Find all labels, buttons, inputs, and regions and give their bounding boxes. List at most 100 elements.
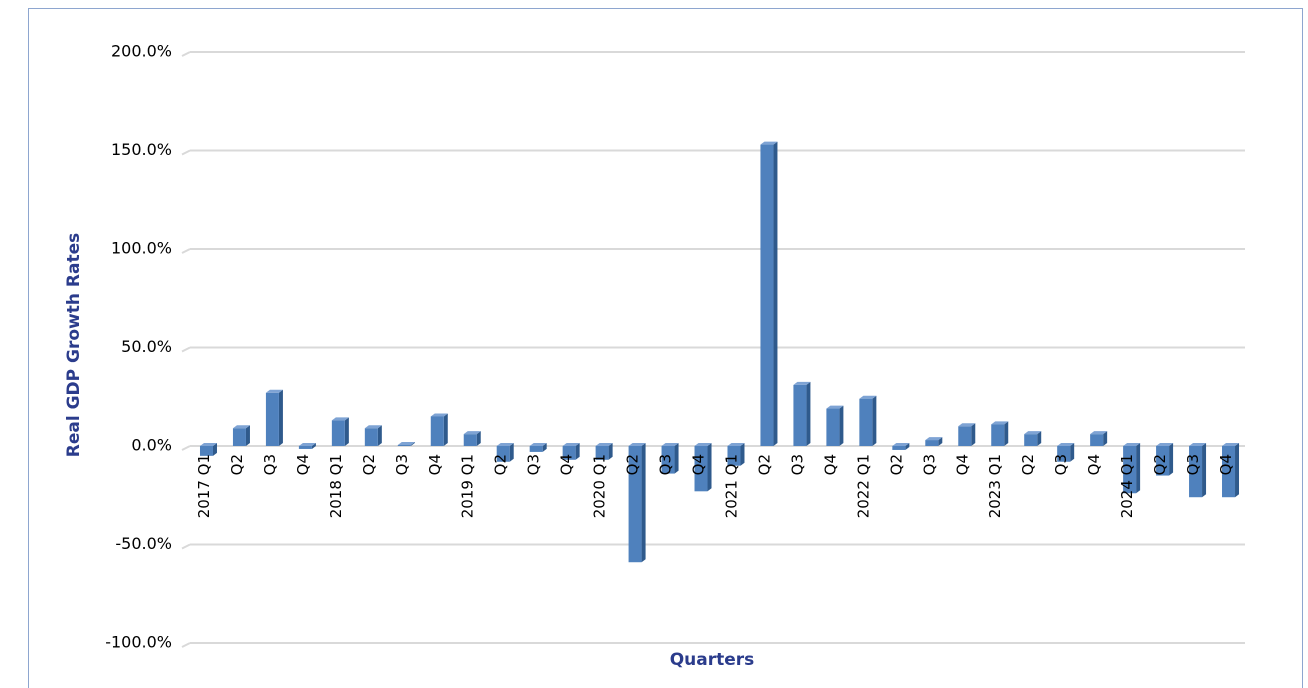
bar-side bbox=[1037, 431, 1042, 446]
x-tick-label: 2020 Q1 bbox=[591, 454, 609, 518]
x-tick-label: Q4 bbox=[558, 454, 576, 475]
bar-top bbox=[529, 443, 547, 446]
bar bbox=[1189, 446, 1203, 498]
bar-side bbox=[608, 443, 613, 460]
bar-top bbox=[298, 443, 316, 446]
bar-side bbox=[410, 442, 415, 446]
bar bbox=[1156, 446, 1170, 476]
bar bbox=[661, 446, 675, 474]
bar bbox=[331, 420, 345, 446]
bar-top bbox=[562, 443, 580, 446]
bar bbox=[1222, 446, 1236, 498]
bar-top bbox=[430, 413, 448, 417]
bar bbox=[199, 446, 213, 456]
x-tick-label: Q3 bbox=[657, 454, 675, 475]
bar bbox=[793, 384, 807, 446]
bar-top bbox=[331, 417, 349, 421]
bar-side bbox=[245, 425, 250, 446]
bar bbox=[892, 446, 906, 450]
bar-top bbox=[463, 431, 481, 435]
bar-top bbox=[232, 425, 250, 429]
bar-top bbox=[1189, 443, 1207, 446]
grid-depth bbox=[181, 248, 191, 254]
grid-depth bbox=[181, 642, 191, 648]
x-tick-label: Q3 bbox=[920, 454, 938, 475]
bar-side bbox=[1169, 443, 1174, 476]
bar-top bbox=[859, 395, 877, 399]
bar bbox=[859, 398, 873, 446]
grid-depth bbox=[181, 445, 191, 451]
bar bbox=[826, 408, 840, 446]
bar-top bbox=[199, 443, 217, 446]
bar-side bbox=[377, 425, 382, 446]
bar-top bbox=[727, 443, 745, 446]
bar-top bbox=[628, 443, 646, 446]
x-tick-label: 2019 Q1 bbox=[459, 454, 477, 518]
bar bbox=[760, 144, 774, 446]
grid-depth bbox=[181, 346, 191, 353]
x-tick-label: Q3 bbox=[261, 454, 279, 475]
bar-side bbox=[212, 443, 217, 456]
bar-top bbox=[826, 405, 844, 409]
x-tick-label: Q3 bbox=[788, 454, 806, 475]
bar bbox=[298, 446, 312, 449]
bar-top bbox=[661, 443, 679, 446]
grid-depth bbox=[181, 149, 191, 156]
bar-side bbox=[278, 389, 283, 446]
x-tick-label: Q4 bbox=[1085, 454, 1103, 475]
bar bbox=[958, 426, 972, 446]
bar bbox=[1024, 434, 1038, 446]
bar-top bbox=[1090, 431, 1108, 435]
bar-top bbox=[892, 443, 910, 446]
bar-top bbox=[1024, 431, 1042, 435]
y-tick-label: 50.0% bbox=[121, 337, 172, 356]
bar-top bbox=[364, 425, 382, 429]
x-tick-label: 2022 Q1 bbox=[854, 454, 872, 518]
bar bbox=[562, 446, 576, 460]
bar-side bbox=[509, 443, 514, 462]
x-tick-label: Q3 bbox=[393, 454, 411, 475]
bar bbox=[595, 446, 609, 460]
x-tick-label: Q2 bbox=[492, 454, 510, 475]
bar-side bbox=[1202, 443, 1207, 498]
bar-side bbox=[542, 443, 547, 452]
bar bbox=[529, 446, 543, 452]
grid-depth bbox=[181, 543, 191, 550]
bar-side bbox=[641, 443, 646, 563]
x-tick-label: Q3 bbox=[1184, 454, 1202, 475]
y-tick-label: 150.0% bbox=[111, 140, 172, 159]
bar-top bbox=[595, 443, 613, 446]
x-tick-label: Q4 bbox=[953, 454, 971, 475]
bar-side bbox=[773, 141, 778, 446]
x-tick-label: Q2 bbox=[1151, 454, 1169, 475]
y-tick-label: 100.0% bbox=[111, 239, 172, 258]
x-tick-label: Q2 bbox=[624, 454, 642, 475]
bar-top bbox=[760, 141, 778, 145]
x-tick-label: 2021 Q1 bbox=[722, 454, 740, 518]
grid bbox=[181, 51, 1245, 648]
bar bbox=[991, 424, 1005, 446]
x-tick-label: 2018 Q1 bbox=[327, 454, 345, 518]
y-tick-label: 0.0% bbox=[131, 436, 172, 455]
bar bbox=[694, 446, 708, 492]
bar-side bbox=[971, 423, 976, 446]
x-tick-label: Q2 bbox=[755, 454, 773, 475]
bar bbox=[463, 434, 477, 446]
bar-top bbox=[397, 442, 415, 446]
bar bbox=[364, 428, 378, 446]
x-tick-label: Q3 bbox=[525, 454, 543, 475]
bar-side bbox=[311, 443, 316, 449]
bar bbox=[1090, 434, 1104, 446]
x-tick-label: Q4 bbox=[426, 454, 444, 475]
bar-top bbox=[925, 437, 943, 441]
bar-top bbox=[1123, 443, 1141, 446]
x-tick-label: Q4 bbox=[690, 454, 708, 475]
x-tick-label: Q2 bbox=[887, 454, 905, 475]
bar-top bbox=[265, 389, 283, 393]
bar-top bbox=[1222, 443, 1240, 446]
bar bbox=[628, 446, 642, 563]
bar-top bbox=[991, 421, 1009, 425]
x-tick-label: Q2 bbox=[228, 454, 246, 475]
